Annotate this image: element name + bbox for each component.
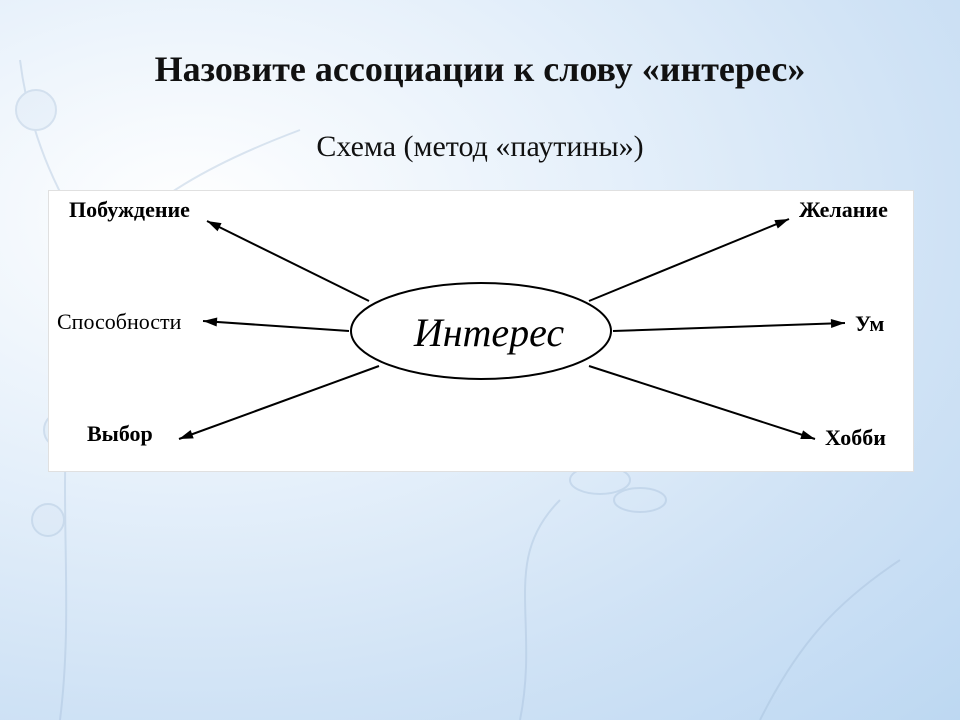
- node-hobbi: Хобби: [825, 425, 886, 451]
- center-node-label: Интерес: [409, 309, 569, 356]
- node-um: Ум: [855, 311, 884, 337]
- node-pobuzhdenie: Побуждение: [69, 197, 190, 223]
- node-vybor: Выбор: [87, 421, 153, 447]
- slide-page: Назовите ассоциации к слову «интерес» Сх…: [0, 0, 960, 720]
- slide-subtitle: Схема (метод «паутины»): [0, 130, 960, 164]
- slide-title: Назовите ассоциации к слову «интерес»: [0, 48, 960, 90]
- spider-diagram: Интерес Побуждение Способности Выбор Желани…: [48, 190, 914, 472]
- node-sposobnosti: Способности: [57, 309, 181, 335]
- node-zhelanie: Желание: [799, 197, 888, 223]
